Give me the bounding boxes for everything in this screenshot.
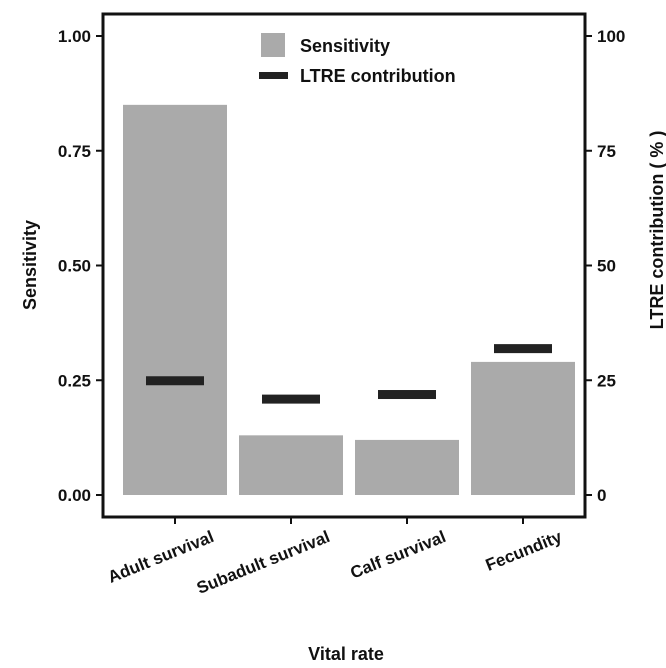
y-tick-label: 1.00: [58, 27, 91, 46]
y-tick-label: 0.50: [58, 257, 91, 276]
x-tick-label: Fecundity: [483, 527, 565, 575]
right-axis: 0 25 50 75 100: [585, 27, 625, 505]
marker-ltre: [146, 376, 204, 386]
ltre-markers-layer: [146, 344, 552, 404]
bar-sensitivity: [239, 435, 343, 495]
y2-tick-label: 75: [597, 142, 616, 161]
marker-ltre: [378, 390, 436, 400]
left-axis: 0.00 0.25 0.50 0.75 1.00: [58, 27, 103, 505]
marker-ltre: [494, 344, 552, 354]
y-tick-label: 0.25: [58, 371, 91, 390]
bars-layer: [123, 104, 575, 495]
y2-tick-label: 100: [597, 27, 625, 46]
legend-swatch-ltre: [259, 72, 288, 79]
x-axis-title: Vital rate: [308, 644, 384, 664]
bar-sensitivity: [471, 361, 575, 495]
y2-tick-label: 25: [597, 371, 616, 390]
x-tick-label: Subadult survival: [194, 527, 333, 598]
bar-sensitivity: [123, 104, 227, 495]
legend-label-sensitivity: Sensitivity: [300, 36, 390, 56]
legend-swatch-sensitivity: [261, 33, 285, 57]
y-tick-label: 0.75: [58, 142, 91, 161]
y-tick-label: 0.00: [58, 486, 91, 505]
y2-axis-title: LTRE contribution ( % ): [647, 131, 666, 330]
bar-sensitivity: [355, 439, 459, 495]
legend-label-ltre: LTRE contribution: [300, 66, 456, 86]
legend: Sensitivity LTRE contribution: [259, 33, 456, 86]
y-axis-title: Sensitivity: [20, 220, 40, 310]
y2-tick-label: 50: [597, 257, 616, 276]
marker-ltre: [262, 394, 320, 404]
x-tick-label: Calf survival: [348, 527, 449, 582]
y2-tick-label: 0: [597, 486, 606, 505]
